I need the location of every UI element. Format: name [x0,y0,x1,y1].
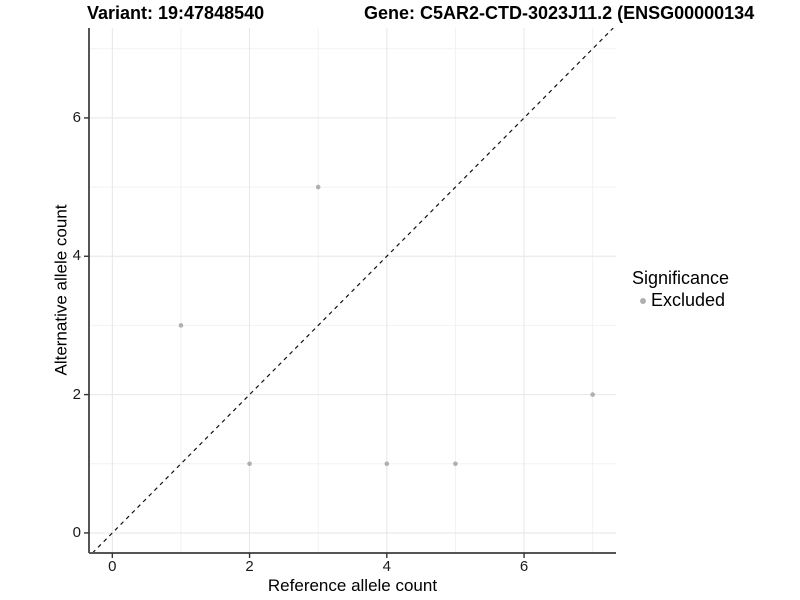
x-axis-title: Reference allele count [267,576,438,595]
circle-icon [640,297,646,304]
data-point [590,392,595,397]
variant-title: Variant: 19:47848540 [87,3,265,23]
x-tick-label: 0 [108,558,117,575]
legend: Significance Excluded [632,268,729,311]
data-point [453,461,458,467]
identity-line [92,28,614,554]
y-tick-label: 2 [72,385,81,403]
x-tick-label: 2 [245,558,254,575]
gene-title: Gene: C5AR2-CTD-3023J11.2 (ENSG00000134 [364,3,755,23]
plot-panel [84,28,616,558]
data-point [247,461,252,467]
data-point [178,323,184,328]
legend-item-excluded: Excluded [632,290,729,311]
y-tick-label: 0 [72,523,81,541]
y-tick-label: 6 [72,108,81,126]
x-tick-label: 4 [382,558,391,575]
y-axis-title: Alternative allele count [51,204,71,376]
legend-item-label: Excluded [651,290,726,310]
legend-title: Significance [632,268,730,288]
data-point [384,461,390,467]
data-point [315,184,321,190]
y-tick-label: 4 [72,247,81,265]
x-tick-label: 6 [519,558,529,575]
